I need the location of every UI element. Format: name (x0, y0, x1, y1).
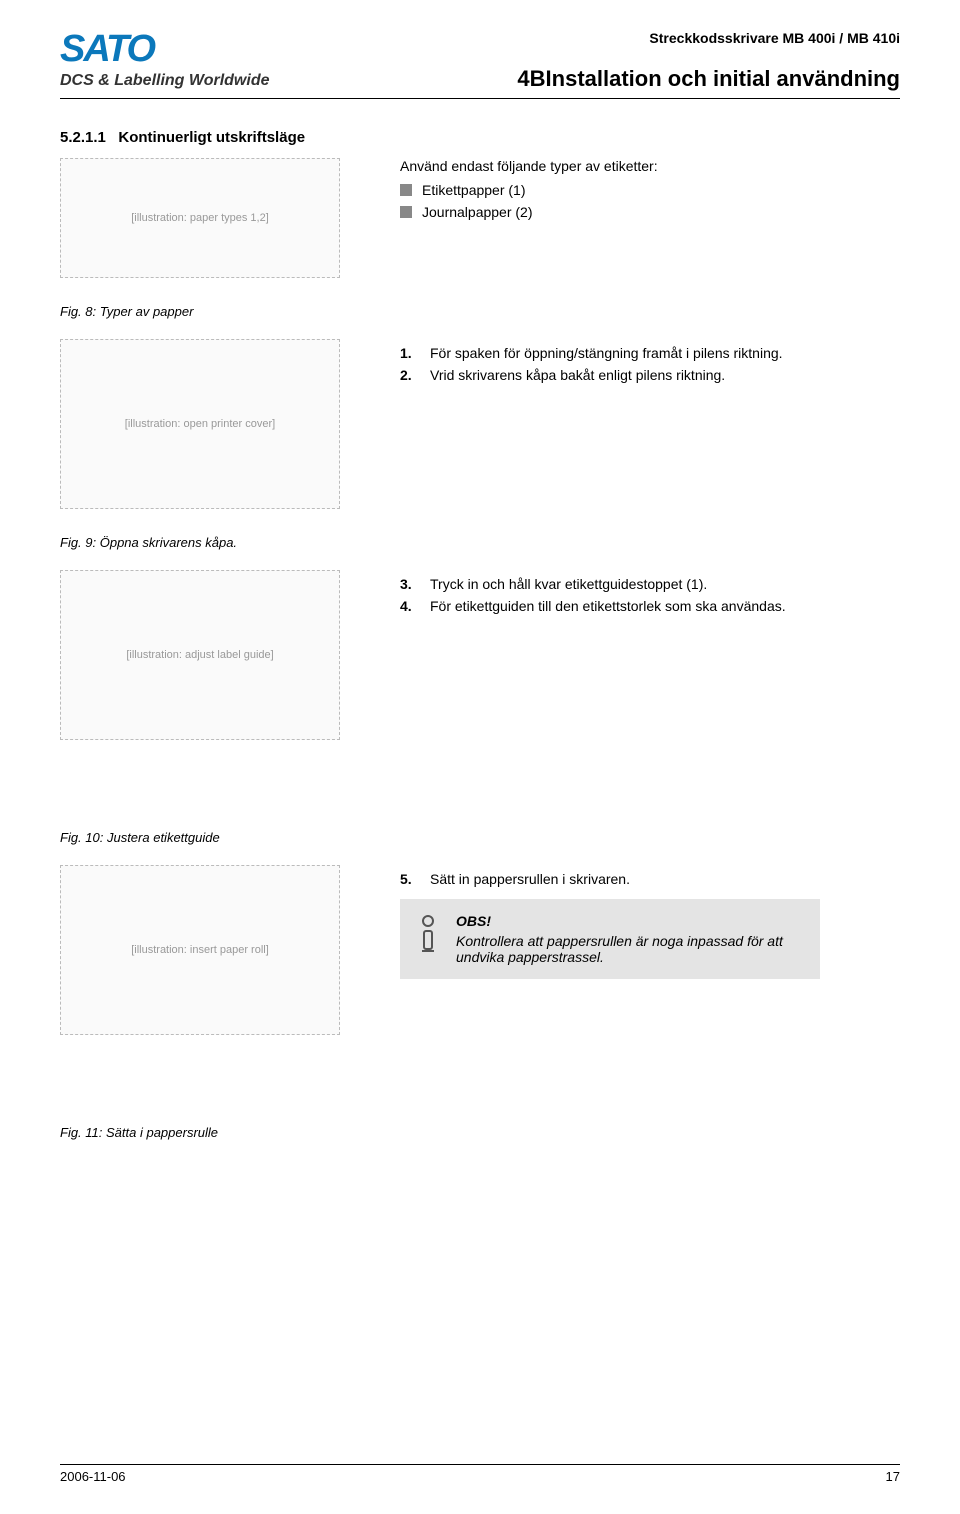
info-icon (414, 913, 442, 953)
intro-text-column: Använd endast följande typer av etikette… (400, 158, 900, 284)
figure-9-caption: Fig. 9: Öppna skrivarens kåpa. (60, 535, 900, 550)
numbered-list-a: 1. För spaken för öppning/stängning framå… (400, 345, 900, 383)
step-number: 3. (400, 576, 420, 592)
list-item: 5. Sätt in pappersrullen i skrivaren. (400, 871, 900, 887)
figure-10-caption: Fig. 10: Justera etikettguide (60, 830, 900, 845)
square-bullet-icon (400, 206, 412, 218)
step-number: 4. (400, 598, 420, 614)
square-bullet-icon (400, 184, 412, 196)
numbered-list-c: 5. Sätt in pappersrullen i skrivaren. (400, 871, 900, 887)
document-header: SATO DCS & Labelling Worldwide Streckkod… (60, 30, 900, 92)
figure-9-illustration: [illustration: open printer cover] (60, 339, 340, 509)
row-fig8: [illustration: paper types 1,2] Använd e… (60, 158, 900, 284)
row-fig11: [illustration: insert paper roll] 5. Sätt… (60, 865, 900, 1041)
obs-note-box: OBS! Kontrollera att pappersrullen är no… (400, 899, 820, 979)
bullet-text: Journalpapper (2) (422, 204, 533, 220)
step-text: Vrid skrivarens kåpa bakåt enligt pilens… (430, 367, 725, 383)
brand-logo-text: SATO (60, 30, 270, 68)
figure-11-illustration: [illustration: insert paper roll] (60, 865, 340, 1035)
row-fig10: [illustration: adjust label guide] 3. Try… (60, 570, 900, 746)
figure-10-column: [illustration: adjust label guide] (60, 570, 360, 746)
steps-a-column: 1. För spaken för öppning/stängning framå… (400, 339, 900, 515)
step-number: 2. (400, 367, 420, 383)
page-footer: 2006-11-06 17 (60, 1464, 900, 1484)
step-text: Tryck in och håll kvar etikettguidestopp… (430, 576, 707, 592)
figure-9-column: [illustration: open printer cover] (60, 339, 360, 515)
list-item: Etikettpapper (1) (400, 182, 900, 198)
figure-11-column: [illustration: insert paper roll] (60, 865, 360, 1041)
list-item: 3. Tryck in och håll kvar etikettguidesto… (400, 576, 900, 592)
section-title: 4BInstallation och initial användning (517, 66, 900, 92)
numbered-list-b: 3. Tryck in och håll kvar etikettguidesto… (400, 576, 900, 614)
footer-page-number: 17 (886, 1469, 900, 1484)
list-item: 1. För spaken för öppning/stängning framå… (400, 345, 900, 361)
subsection-number: 5.2.1.1 (60, 129, 106, 146)
intro-text: Använd endast följande typer av etikette… (400, 158, 900, 174)
figure-8-illustration: [illustration: paper types 1,2] (60, 158, 340, 278)
sub-brand-text: DCS & Labelling Worldwide (60, 72, 270, 90)
list-item: 4. För etikettguiden till den etikettstor… (400, 598, 900, 614)
document-title: Streckkodsskrivare MB 400i / MB 410i (517, 30, 900, 46)
subsection-heading: 5.2.1.1 Kontinuerligt utskriftsläge (60, 129, 900, 146)
figure-8-column: [illustration: paper types 1,2] (60, 158, 360, 284)
steps-c-column: 5. Sätt in pappersrullen i skrivaren. OBS… (400, 865, 900, 1041)
step-number: 1. (400, 345, 420, 361)
step-text: För spaken för öppning/stängning framåt … (430, 345, 783, 361)
figure-10-illustration: [illustration: adjust label guide] (60, 570, 340, 740)
step-text: För etikettguiden till den etikettstorle… (430, 598, 786, 614)
logo-block: SATO DCS & Labelling Worldwide (60, 30, 270, 90)
list-item: 2. Vrid skrivarens kåpa bakåt enligt pile… (400, 367, 900, 383)
obs-title: OBS! (456, 913, 804, 929)
header-rule (60, 98, 900, 99)
bullet-list: Etikettpapper (1) Journalpapper (2) (400, 182, 900, 220)
list-item: Journalpapper (2) (400, 204, 900, 220)
figure-11-caption: Fig. 11: Sätta i pappersrulle (60, 1125, 900, 1140)
subsection-title: Kontinuerligt utskriftsläge (118, 129, 305, 146)
bullet-text: Etikettpapper (1) (422, 182, 526, 198)
obs-text: Kontrollera att pappersrullen är noga in… (456, 933, 804, 965)
figure-8-caption: Fig. 8: Typer av papper (60, 304, 900, 319)
footer-date: 2006-11-06 (60, 1469, 126, 1484)
step-text: Sätt in pappersrullen i skrivaren. (430, 871, 630, 887)
footer-rule (60, 1464, 900, 1465)
row-fig9: [illustration: open printer cover] 1. För… (60, 339, 900, 515)
header-right: Streckkodsskrivare MB 400i / MB 410i 4BI… (517, 30, 900, 92)
steps-b-column: 3. Tryck in och håll kvar etikettguidesto… (400, 570, 900, 746)
step-number: 5. (400, 871, 420, 887)
